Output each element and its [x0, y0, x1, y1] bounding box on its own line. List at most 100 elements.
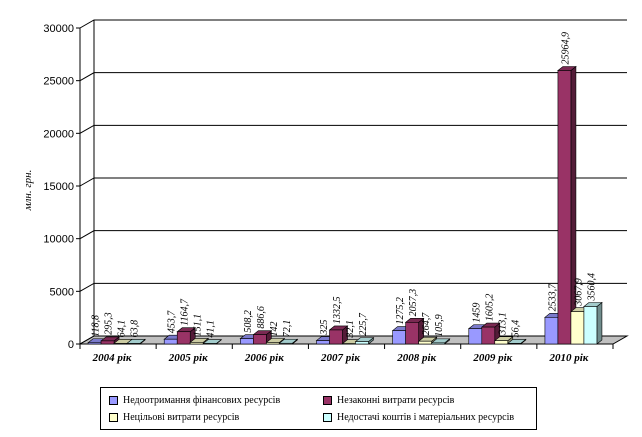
data-label: 886,6: [256, 306, 267, 329]
bar-front: [100, 340, 115, 345]
axis-layer: 0 5000 10000 15000 20000 25000 30000 2004 рік 20…: [43, 23, 614, 364]
data-label: 1164,7: [180, 298, 191, 326]
y-tick-label: 30000: [43, 23, 74, 35]
data-label: 105,9: [434, 314, 445, 337]
bar-front: [557, 70, 572, 345]
bar: [278, 338, 299, 345]
data-label: 1605,2: [484, 294, 495, 322]
bar-front: [507, 343, 522, 345]
data-label: 313,1: [497, 312, 508, 336]
y-tick-label: 5000: [50, 286, 74, 298]
bar-front: [481, 326, 496, 345]
bar-front: [163, 338, 178, 345]
bar-front: [355, 341, 369, 345]
bar-front: [240, 338, 254, 345]
bar-chart: 0 5000 10000 15000 20000 25000 30000 2004 рік 20…: [22, 19, 629, 364]
bar: [506, 338, 527, 345]
legend-item-series-2: Незаконні витрати ресурсів: [323, 395, 454, 406]
bar: [176, 327, 197, 345]
bar: [404, 317, 425, 345]
bar-front: [583, 306, 598, 345]
data-label: 2533,7: [547, 283, 558, 312]
legend-item-series-4: Недостачі коштів і матеріальних ресурсів: [323, 412, 514, 423]
x-tick-label: 2004 рік: [92, 352, 132, 364]
data-label: 41,1: [206, 320, 217, 338]
x-tick-label: 2005 рік: [168, 352, 208, 364]
legend-swatch-series-2: [323, 396, 332, 405]
bar-side: [596, 301, 603, 345]
legend-label-series-4: Недостачі коштів і матеріальних ресурсів: [337, 412, 515, 423]
bar-front: [392, 330, 406, 345]
bar-front: [87, 342, 102, 345]
bar-front: [202, 343, 217, 345]
x-tick-label: 2006 рік: [244, 352, 284, 364]
gridline: [79, 124, 627, 134]
data-label: 142: [269, 322, 280, 337]
legend-label-series-3: Нецільові витрати ресурсів: [123, 412, 240, 423]
data-label: 225,7: [358, 312, 369, 336]
data-label: 72,1: [282, 320, 293, 338]
bar-front: [329, 329, 343, 345]
bar: [430, 338, 451, 345]
data-label: 151,1: [193, 314, 204, 337]
y-tick-label: 15000: [43, 181, 74, 193]
data-label: 25964,9: [560, 32, 571, 65]
gridline: [79, 282, 627, 292]
data-label: 264,7: [421, 312, 432, 336]
legend-swatch-series-1: [109, 396, 118, 405]
y-axis-title: млн. грн.: [22, 170, 34, 212]
legend-label-series-2: Незаконні витрати ресурсів: [337, 395, 455, 406]
bar-front: [494, 340, 509, 345]
data-label: 63,8: [130, 320, 141, 338]
data-label: 56,4: [510, 320, 521, 338]
gridline: [79, 72, 627, 82]
y-tick-label: 20000: [43, 128, 74, 140]
data-label: 2057,3: [408, 289, 419, 317]
bar-front: [570, 311, 585, 345]
bar: [328, 325, 349, 345]
data-label: 3560,4: [586, 273, 597, 302]
bar-front: [189, 342, 204, 345]
y-tick-label: 0: [68, 339, 74, 351]
bar: [557, 65, 577, 345]
bar-front: [253, 334, 267, 345]
bar: [583, 301, 603, 345]
y-tick-label: 25000: [43, 76, 74, 88]
bar: [252, 330, 273, 345]
data-label: 508,2: [243, 310, 254, 333]
bar-front: [126, 343, 141, 345]
data-label: 1459: [471, 303, 482, 323]
data-label: 64,1: [117, 320, 128, 338]
bar-front: [418, 340, 432, 345]
data-label: 32,1: [345, 320, 356, 339]
legend-swatch-series-3: [109, 413, 118, 422]
bars-layer: [87, 65, 603, 345]
legend-swatch-series-4: [323, 413, 332, 422]
x-tick-label: 2009 рік: [472, 352, 512, 364]
grid-layer: [78, 19, 629, 345]
bar: [126, 338, 146, 345]
bar-front: [431, 342, 445, 345]
chart-legend: Недоотримання фінансових ресурсів Незако…: [100, 387, 537, 430]
bar-front: [468, 328, 483, 345]
legend-item-series-3: Нецільові витрати ресурсів: [109, 412, 239, 423]
bar-front: [342, 343, 356, 345]
value-labels-layer: 118,8 295,3 64,1 63,8 453,7 1164,7 151,1 41,1 50…: [91, 32, 598, 339]
bar-front: [266, 342, 280, 345]
gridline: [79, 19, 627, 29]
gridline: [79, 230, 627, 240]
legend-item-series-1: Недоотримання фінансових ресурсів: [109, 395, 280, 406]
legend-label-series-1: Недоотримання фінансових ресурсів: [123, 395, 281, 406]
bar-front: [279, 342, 293, 345]
data-label: 1332,5: [332, 296, 343, 324]
data-label: 325: [319, 320, 330, 336]
bar-front: [316, 340, 330, 345]
data-label: 1275,2: [395, 297, 406, 325]
x-tick-label: 2007 рік: [320, 352, 360, 364]
bar-front: [544, 317, 559, 345]
bar: [202, 338, 223, 345]
x-tick-label: 2008 рік: [396, 352, 436, 364]
bar: [354, 336, 375, 345]
bar-front: [113, 343, 128, 345]
data-label: 118,8: [91, 315, 102, 337]
